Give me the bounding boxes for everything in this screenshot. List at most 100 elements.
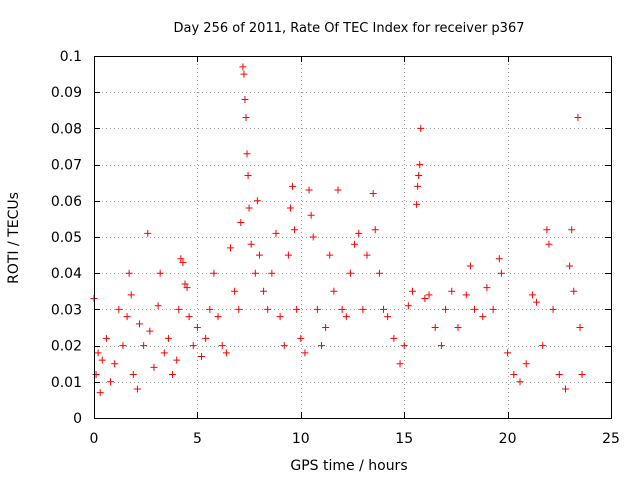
data-point	[181, 280, 189, 288]
y-tick-label: 0.03	[51, 302, 82, 318]
data-point	[173, 356, 181, 364]
data-point	[307, 211, 315, 219]
data-point	[206, 305, 214, 313]
data-point	[305, 186, 313, 194]
data-point	[533, 298, 541, 306]
data-point	[369, 190, 377, 198]
data-point	[276, 313, 284, 321]
x-tick-label: 5	[193, 431, 202, 447]
data-point	[202, 334, 210, 342]
x-tick-label: 10	[292, 431, 310, 447]
data-point	[185, 313, 193, 321]
data-point	[189, 342, 197, 350]
data-point	[280, 342, 288, 350]
data-point	[210, 269, 218, 277]
data-point	[574, 114, 582, 122]
data-point	[291, 226, 299, 234]
data-point	[297, 334, 305, 342]
data-point	[98, 356, 106, 364]
x-axis-ticks: 0 5 10 15 20 25	[90, 56, 620, 447]
data-point	[183, 284, 191, 292]
data-point	[289, 182, 297, 190]
y-tick-label: 0.05	[51, 230, 82, 246]
data-point	[179, 258, 187, 266]
y-tick-label: 0.07	[51, 158, 82, 174]
data-point	[396, 360, 404, 368]
data-point	[175, 305, 183, 313]
data-point	[140, 342, 148, 350]
data-point	[214, 313, 222, 321]
plot-frame	[94, 56, 612, 419]
data-point	[96, 389, 104, 397]
y-axis-label: ROTI / TECUs	[6, 192, 22, 284]
data-point	[516, 378, 524, 386]
data-point	[222, 349, 230, 357]
data-point	[260, 287, 268, 295]
data-point	[555, 371, 563, 379]
data-point	[313, 305, 321, 313]
data-point	[123, 313, 131, 321]
data-point	[231, 287, 239, 295]
data-point	[355, 229, 363, 237]
data-point	[198, 352, 206, 360]
data-point	[351, 240, 359, 248]
y-tick-label: 0.01	[51, 375, 82, 391]
data-point	[272, 229, 280, 237]
chart-title: Day 256 of 2011, Rate Of TEC Index for r…	[174, 21, 525, 36]
y-tick-label: 0.04	[51, 266, 82, 282]
x-tick-label: 0	[90, 431, 99, 447]
data-point	[425, 291, 433, 299]
data-point	[119, 342, 127, 350]
data-point	[576, 324, 584, 331]
data-point	[326, 251, 334, 259]
data-point	[462, 291, 470, 299]
data-point	[177, 255, 185, 263]
data-point	[371, 226, 379, 234]
y-tick-label: 0.09	[51, 85, 82, 101]
data-point	[240, 70, 248, 78]
data-point	[115, 305, 123, 313]
data-point	[193, 324, 201, 331]
data-point	[448, 287, 456, 295]
data-point	[539, 342, 547, 350]
data-point	[111, 360, 119, 368]
data-point	[479, 313, 487, 321]
data-point	[483, 284, 491, 292]
data-point	[489, 305, 497, 313]
data-point	[218, 342, 226, 350]
data-point	[431, 324, 439, 331]
data-point	[247, 240, 255, 248]
data-point	[510, 371, 518, 379]
data-point	[253, 197, 261, 205]
data-point	[437, 342, 445, 350]
x-axis-label: GPS time / hours	[290, 458, 407, 474]
data-point	[471, 305, 479, 313]
data-point	[251, 269, 259, 277]
data-point	[543, 226, 551, 234]
data-point	[160, 349, 168, 357]
data-point	[570, 287, 578, 295]
data-point	[528, 291, 536, 299]
data-point	[301, 349, 309, 357]
data-point	[400, 342, 408, 350]
y-tick-label: 0.1	[60, 49, 82, 65]
y-tick-label: 0.06	[51, 194, 82, 210]
data-point	[413, 200, 421, 208]
data-point	[421, 295, 429, 303]
x-tick-label: 15	[395, 431, 413, 447]
data-point	[408, 287, 416, 295]
gridlines	[94, 56, 611, 418]
data-point	[415, 171, 423, 179]
data-point	[92, 371, 100, 379]
data-point	[243, 150, 251, 158]
data-point	[235, 305, 243, 313]
data-point	[404, 302, 412, 310]
y-tick-label: 0.08	[51, 121, 82, 137]
data-point	[245, 204, 253, 212]
data-point	[146, 327, 154, 335]
data-point	[317, 342, 325, 350]
data-point	[268, 269, 276, 277]
data-point	[255, 251, 263, 259]
data-point	[237, 219, 245, 227]
